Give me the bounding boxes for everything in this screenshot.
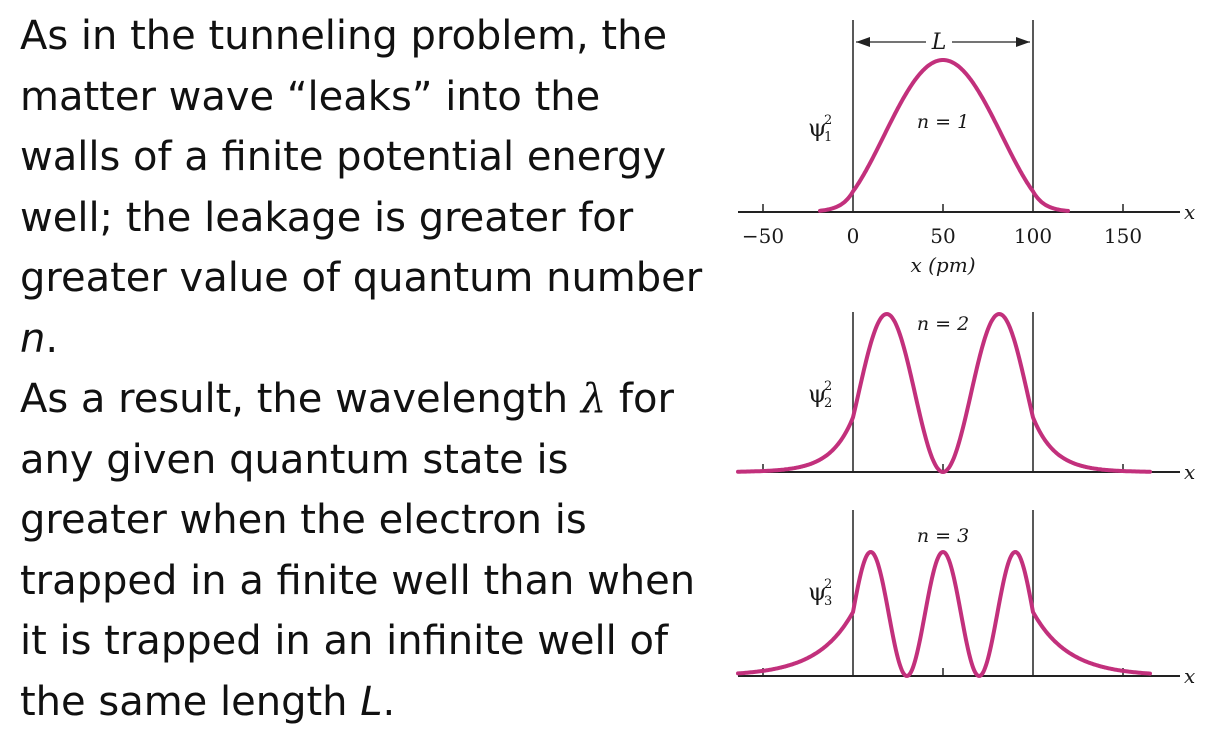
psi-label-3: ψ 2 3 xyxy=(808,577,832,609)
panel-n2: x n = 2 ψ 2 2 xyxy=(736,311,1195,484)
paragraph-wavelength-start: As a result, the wavelength xyxy=(20,376,581,422)
curve-n2 xyxy=(736,311,1152,475)
curve-n3 xyxy=(736,549,1152,679)
tick-label-0: 0 xyxy=(847,224,860,248)
arrow-left-icon xyxy=(856,37,870,47)
x-axis-title: x (pm) xyxy=(910,253,975,277)
paragraph-wavelength: As a result, the wavelength λ for any gi… xyxy=(20,369,710,732)
x-axis-var-1: x xyxy=(1184,200,1195,224)
x-axis-var-2: x xyxy=(1184,460,1195,484)
n-label-2: n = 2 xyxy=(917,313,969,335)
tick-label-minus50: −50 xyxy=(742,224,784,248)
psi-sup-3: 2 xyxy=(824,577,832,592)
panel-n1: x L n = 1 ψ 2 1 −50 0 50 100 150 x (pm) xyxy=(738,20,1195,277)
explanation-text: As in the tunneling problem, the matter … xyxy=(20,6,710,732)
curve-n1 xyxy=(818,58,1070,213)
tick-label-150: 150 xyxy=(1104,224,1142,248)
psi-sub-2: 2 xyxy=(824,396,832,411)
x-axis-var-3: x xyxy=(1184,664,1195,688)
quantum-number-symbol: n xyxy=(20,315,46,362)
well-length-label: L xyxy=(931,30,947,55)
n-label-3: n = 3 xyxy=(917,525,969,547)
psi-sup-2: 2 xyxy=(824,379,832,394)
paragraph-leakage-end: . xyxy=(45,315,59,362)
probability-density-figure: x L n = 1 ψ 2 1 −50 0 50 100 150 x (pm) … xyxy=(736,20,1195,688)
arrow-right-icon xyxy=(1016,37,1030,47)
tick-label-100: 100 xyxy=(1014,224,1052,248)
tick-label-50: 50 xyxy=(930,224,955,248)
psi-symbol-3: ψ xyxy=(808,578,827,606)
paragraph-leakage-text: As in the tunneling problem, the matter … xyxy=(20,13,703,301)
paragraph-leakage: As in the tunneling problem, the matter … xyxy=(20,6,710,369)
psi-label-1: ψ 2 1 xyxy=(808,113,832,145)
psi-sup-1: 2 xyxy=(824,113,832,128)
psi-sub-3: 3 xyxy=(824,594,832,609)
psi-label-2: ψ 2 2 xyxy=(808,379,832,411)
paragraph-wavelength-text: for any given quantum state is greater w… xyxy=(20,376,696,725)
psi-symbol-1: ψ xyxy=(808,114,827,142)
psi-symbol-2: ψ xyxy=(808,380,827,408)
lambda-symbol: λ xyxy=(580,376,607,422)
psi-sub-1: 1 xyxy=(824,130,832,145)
panel-n3: x n = 3 ψ 2 3 xyxy=(736,510,1195,688)
n-label-1: n = 1 xyxy=(917,111,969,133)
